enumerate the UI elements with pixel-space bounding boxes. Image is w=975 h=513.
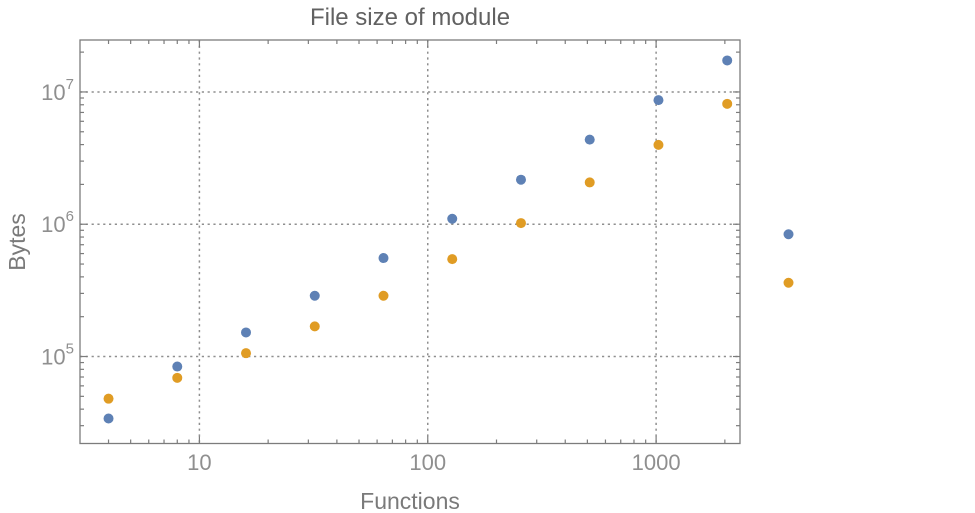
plot-frame: [79, 39, 741, 445]
x-tick-label: 100: [409, 450, 446, 475]
y-tick-label: 107: [41, 76, 74, 105]
x-tick-label: 10: [187, 450, 211, 475]
y-axis-label: Bytes: [4, 213, 30, 271]
data-point-blue: [309, 290, 320, 301]
data-point-orange: [241, 348, 252, 359]
data-point-orange: [103, 393, 114, 404]
y-tick-label: 106: [41, 208, 74, 237]
data-point-blue: [103, 413, 114, 424]
data-point-blue: [172, 361, 183, 372]
plot-layer: 10 100 1000 105 106 107: [41, 39, 794, 475]
data-point-orange: [309, 321, 320, 332]
x-axis-label: Functions: [360, 488, 460, 513]
data-point-orange: [783, 277, 794, 288]
y-tick-label: 105: [41, 341, 74, 370]
data-point-blue: [722, 55, 733, 66]
data-point-orange: [515, 218, 526, 229]
data-point-orange: [722, 98, 733, 109]
data-point-blue: [653, 95, 664, 106]
data-point-orange: [447, 254, 458, 265]
chart-title: File size of module: [310, 4, 510, 31]
x-tick-label: 1000: [632, 450, 681, 475]
data-point-orange: [653, 139, 664, 150]
data-point-orange: [378, 290, 389, 301]
data-point-orange: [584, 177, 595, 188]
data-point-blue: [783, 229, 794, 240]
data-point-orange: [172, 372, 183, 383]
data-point-blue: [241, 327, 252, 338]
data-point-blue: [378, 253, 389, 264]
data-point-blue: [447, 213, 458, 224]
data-point-blue: [584, 134, 595, 145]
data-point-blue: [515, 174, 526, 185]
